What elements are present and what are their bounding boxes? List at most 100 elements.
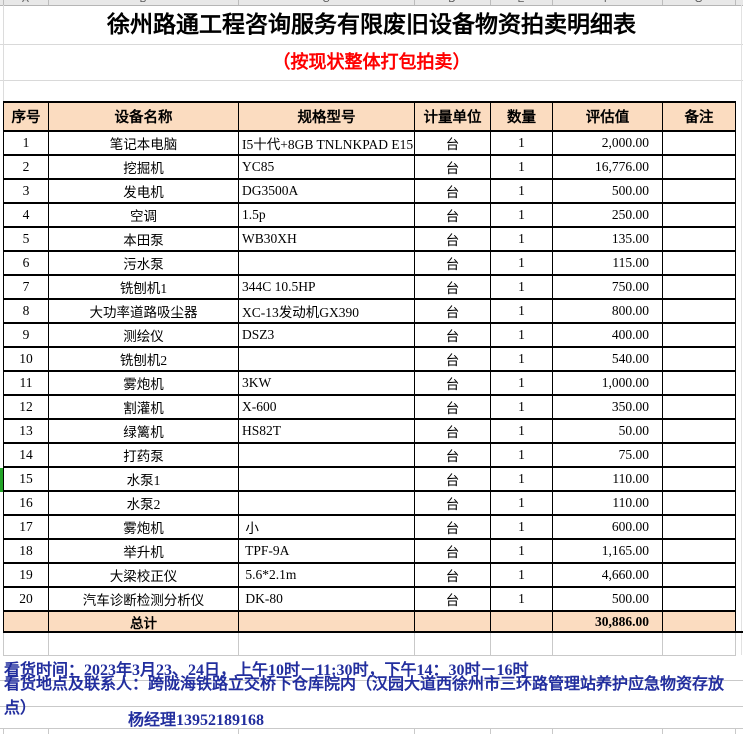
viewing-time-cell[interactable]: 看货时间：2023年3月23、24日，上午10时－11:30时，下午14：30时… <box>0 655 743 681</box>
cell-row-no[interactable]: 7 <box>4 276 49 300</box>
cell-row-no[interactable]: 2 <box>4 156 49 180</box>
cell-spec-model[interactable] <box>239 492 415 516</box>
cell-unit[interactable]: 台 <box>415 252 491 276</box>
cell-device-name[interactable]: 水泵2 <box>49 492 239 516</box>
cell-note[interactable] <box>663 396 736 420</box>
cell-note[interactable] <box>663 204 736 228</box>
cell-appraised-value[interactable]: 750.00 <box>553 276 663 300</box>
cell-spec-model[interactable] <box>239 444 415 468</box>
cell-spec-model[interactable]: WB30XH <box>239 228 415 252</box>
cell-row-no[interactable]: 8 <box>4 300 49 324</box>
cell-row-no[interactable]: 11 <box>4 372 49 396</box>
cell-row-no[interactable]: 1 <box>4 132 49 156</box>
cell-appraised-value[interactable]: 75.00 <box>553 444 663 468</box>
cell-quantity[interactable]: 1 <box>491 276 553 300</box>
column-header-cell[interactable]: 设备名称 <box>49 103 239 132</box>
grid-cell[interactable] <box>49 633 239 655</box>
cell-note[interactable] <box>663 180 736 204</box>
cell-appraised-value[interactable]: 115.00 <box>553 252 663 276</box>
cell-appraised-value[interactable]: 540.00 <box>553 348 663 372</box>
cell-appraised-value[interactable]: 1,165.00 <box>553 540 663 564</box>
column-header-D[interactable]: D <box>448 0 455 5</box>
cell-unit[interactable]: 台 <box>415 276 491 300</box>
cell-device-name[interactable]: 铣刨机1 <box>49 276 239 300</box>
column-header-G[interactable]: G <box>695 0 703 5</box>
cell-unit[interactable]: 台 <box>415 444 491 468</box>
cell-note[interactable] <box>663 228 736 252</box>
sheet-subtitle-cell[interactable]: （按现状整体打包拍卖） <box>0 44 743 81</box>
cell-appraised-value[interactable]: 350.00 <box>553 396 663 420</box>
cell-spec-model[interactable]: TPF-9A <box>239 540 415 564</box>
cell-note[interactable] <box>663 324 736 348</box>
cell-appraised-value[interactable]: 600.00 <box>553 516 663 540</box>
cell-spec-model[interactable]: DSZ3 <box>239 324 415 348</box>
cell-spec-model[interactable]: YC85 <box>239 156 415 180</box>
grid-cell[interactable] <box>415 633 491 655</box>
column-header-F[interactable]: F <box>604 0 610 5</box>
cell-spec-model[interactable] <box>239 252 415 276</box>
cell-unit[interactable]: 台 <box>415 156 491 180</box>
cell-note[interactable] <box>663 444 736 468</box>
cell-unit[interactable]: 台 <box>415 396 491 420</box>
cell-quantity[interactable]: 1 <box>491 324 553 348</box>
cell-row-no[interactable]: 18 <box>4 540 49 564</box>
cell-row-no[interactable]: 9 <box>4 324 49 348</box>
cell-device-name[interactable]: 空调 <box>49 204 239 228</box>
cell-quantity[interactable]: 1 <box>491 444 553 468</box>
cell-spec-model[interactable]: 5.6*2.1m <box>239 564 415 588</box>
cell-spec-model[interactable]: HS82T <box>239 420 415 444</box>
cell-device-name[interactable]: 大梁校正仪 <box>49 564 239 588</box>
grid-cell[interactable] <box>239 633 415 655</box>
cell-device-name[interactable]: 发电机 <box>49 180 239 204</box>
cell-appraised-value[interactable]: 110.00 <box>553 468 663 492</box>
cell-spec-model[interactable]: 1.5p <box>239 204 415 228</box>
cell-unit[interactable]: 台 <box>415 564 491 588</box>
cell-unit[interactable]: 台 <box>415 420 491 444</box>
cell-spec-model[interactable]: 3KW <box>239 372 415 396</box>
cell-unit[interactable]: 台 <box>415 372 491 396</box>
cell-device-name[interactable]: 本田泵 <box>49 228 239 252</box>
grid-cell[interactable] <box>491 633 553 655</box>
cell-quantity[interactable]: 1 <box>491 396 553 420</box>
cell-device-name[interactable]: 铣刨机2 <box>49 348 239 372</box>
viewing-location-cell[interactable]: 看货地点及联系人：跨陇海铁路立交桥下仓库院内（汉园大道西徐州市三环路管理站养护应… <box>0 676 743 717</box>
sheet-title-cell[interactable]: 徐州路通工程咨询服务有限废旧设备物资拍卖明细表 <box>0 5 743 45</box>
cell-note[interactable] <box>663 300 736 324</box>
cell-total-blank[interactable] <box>4 612 49 632</box>
cell-appraised-value[interactable]: 250.00 <box>553 204 663 228</box>
cell-spec-model[interactable] <box>239 468 415 492</box>
cell-quantity[interactable]: 1 <box>491 420 553 444</box>
cell-row-no[interactable]: 14 <box>4 444 49 468</box>
cell-quantity[interactable]: 1 <box>491 492 553 516</box>
column-header-cell[interactable]: 计量单位 <box>415 103 491 132</box>
cell-unit[interactable]: 台 <box>415 180 491 204</box>
cell-total-blank[interactable] <box>663 612 736 632</box>
cell-row-no[interactable]: 20 <box>4 588 49 612</box>
cell-unit[interactable]: 台 <box>415 348 491 372</box>
cell-row-no[interactable]: 6 <box>4 252 49 276</box>
cell-spec-model[interactable]: DG3500A <box>239 180 415 204</box>
cell-row-no[interactable]: 4 <box>4 204 49 228</box>
grid-cell[interactable] <box>4 633 49 655</box>
cell-unit[interactable]: 台 <box>415 300 491 324</box>
cell-quantity[interactable]: 1 <box>491 348 553 372</box>
cell-quantity[interactable]: 1 <box>491 252 553 276</box>
cell-unit[interactable]: 台 <box>415 468 491 492</box>
empty-grid-row[interactable] <box>3 633 736 656</box>
cell-quantity[interactable]: 1 <box>491 540 553 564</box>
cell-appraised-value[interactable]: 400.00 <box>553 324 663 348</box>
cell-row-no[interactable]: 17 <box>4 516 49 540</box>
cell-device-name[interactable]: 举升机 <box>49 540 239 564</box>
column-header-cell[interactable]: 备注 <box>663 103 736 132</box>
cell-unit[interactable]: 台 <box>415 516 491 540</box>
cell-note[interactable] <box>663 516 736 540</box>
cell-device-name[interactable]: 污水泵 <box>49 252 239 276</box>
cell-device-name[interactable]: 绿篱机 <box>49 420 239 444</box>
grid-cell[interactable] <box>663 633 736 655</box>
cell-quantity[interactable]: 1 <box>491 180 553 204</box>
cell-row-no[interactable]: 16 <box>4 492 49 516</box>
cell-note[interactable] <box>663 276 736 300</box>
cell-quantity[interactable]: 1 <box>491 516 553 540</box>
cell-appraised-value[interactable]: 500.00 <box>553 588 663 612</box>
cell-row-no[interactable]: 5 <box>4 228 49 252</box>
